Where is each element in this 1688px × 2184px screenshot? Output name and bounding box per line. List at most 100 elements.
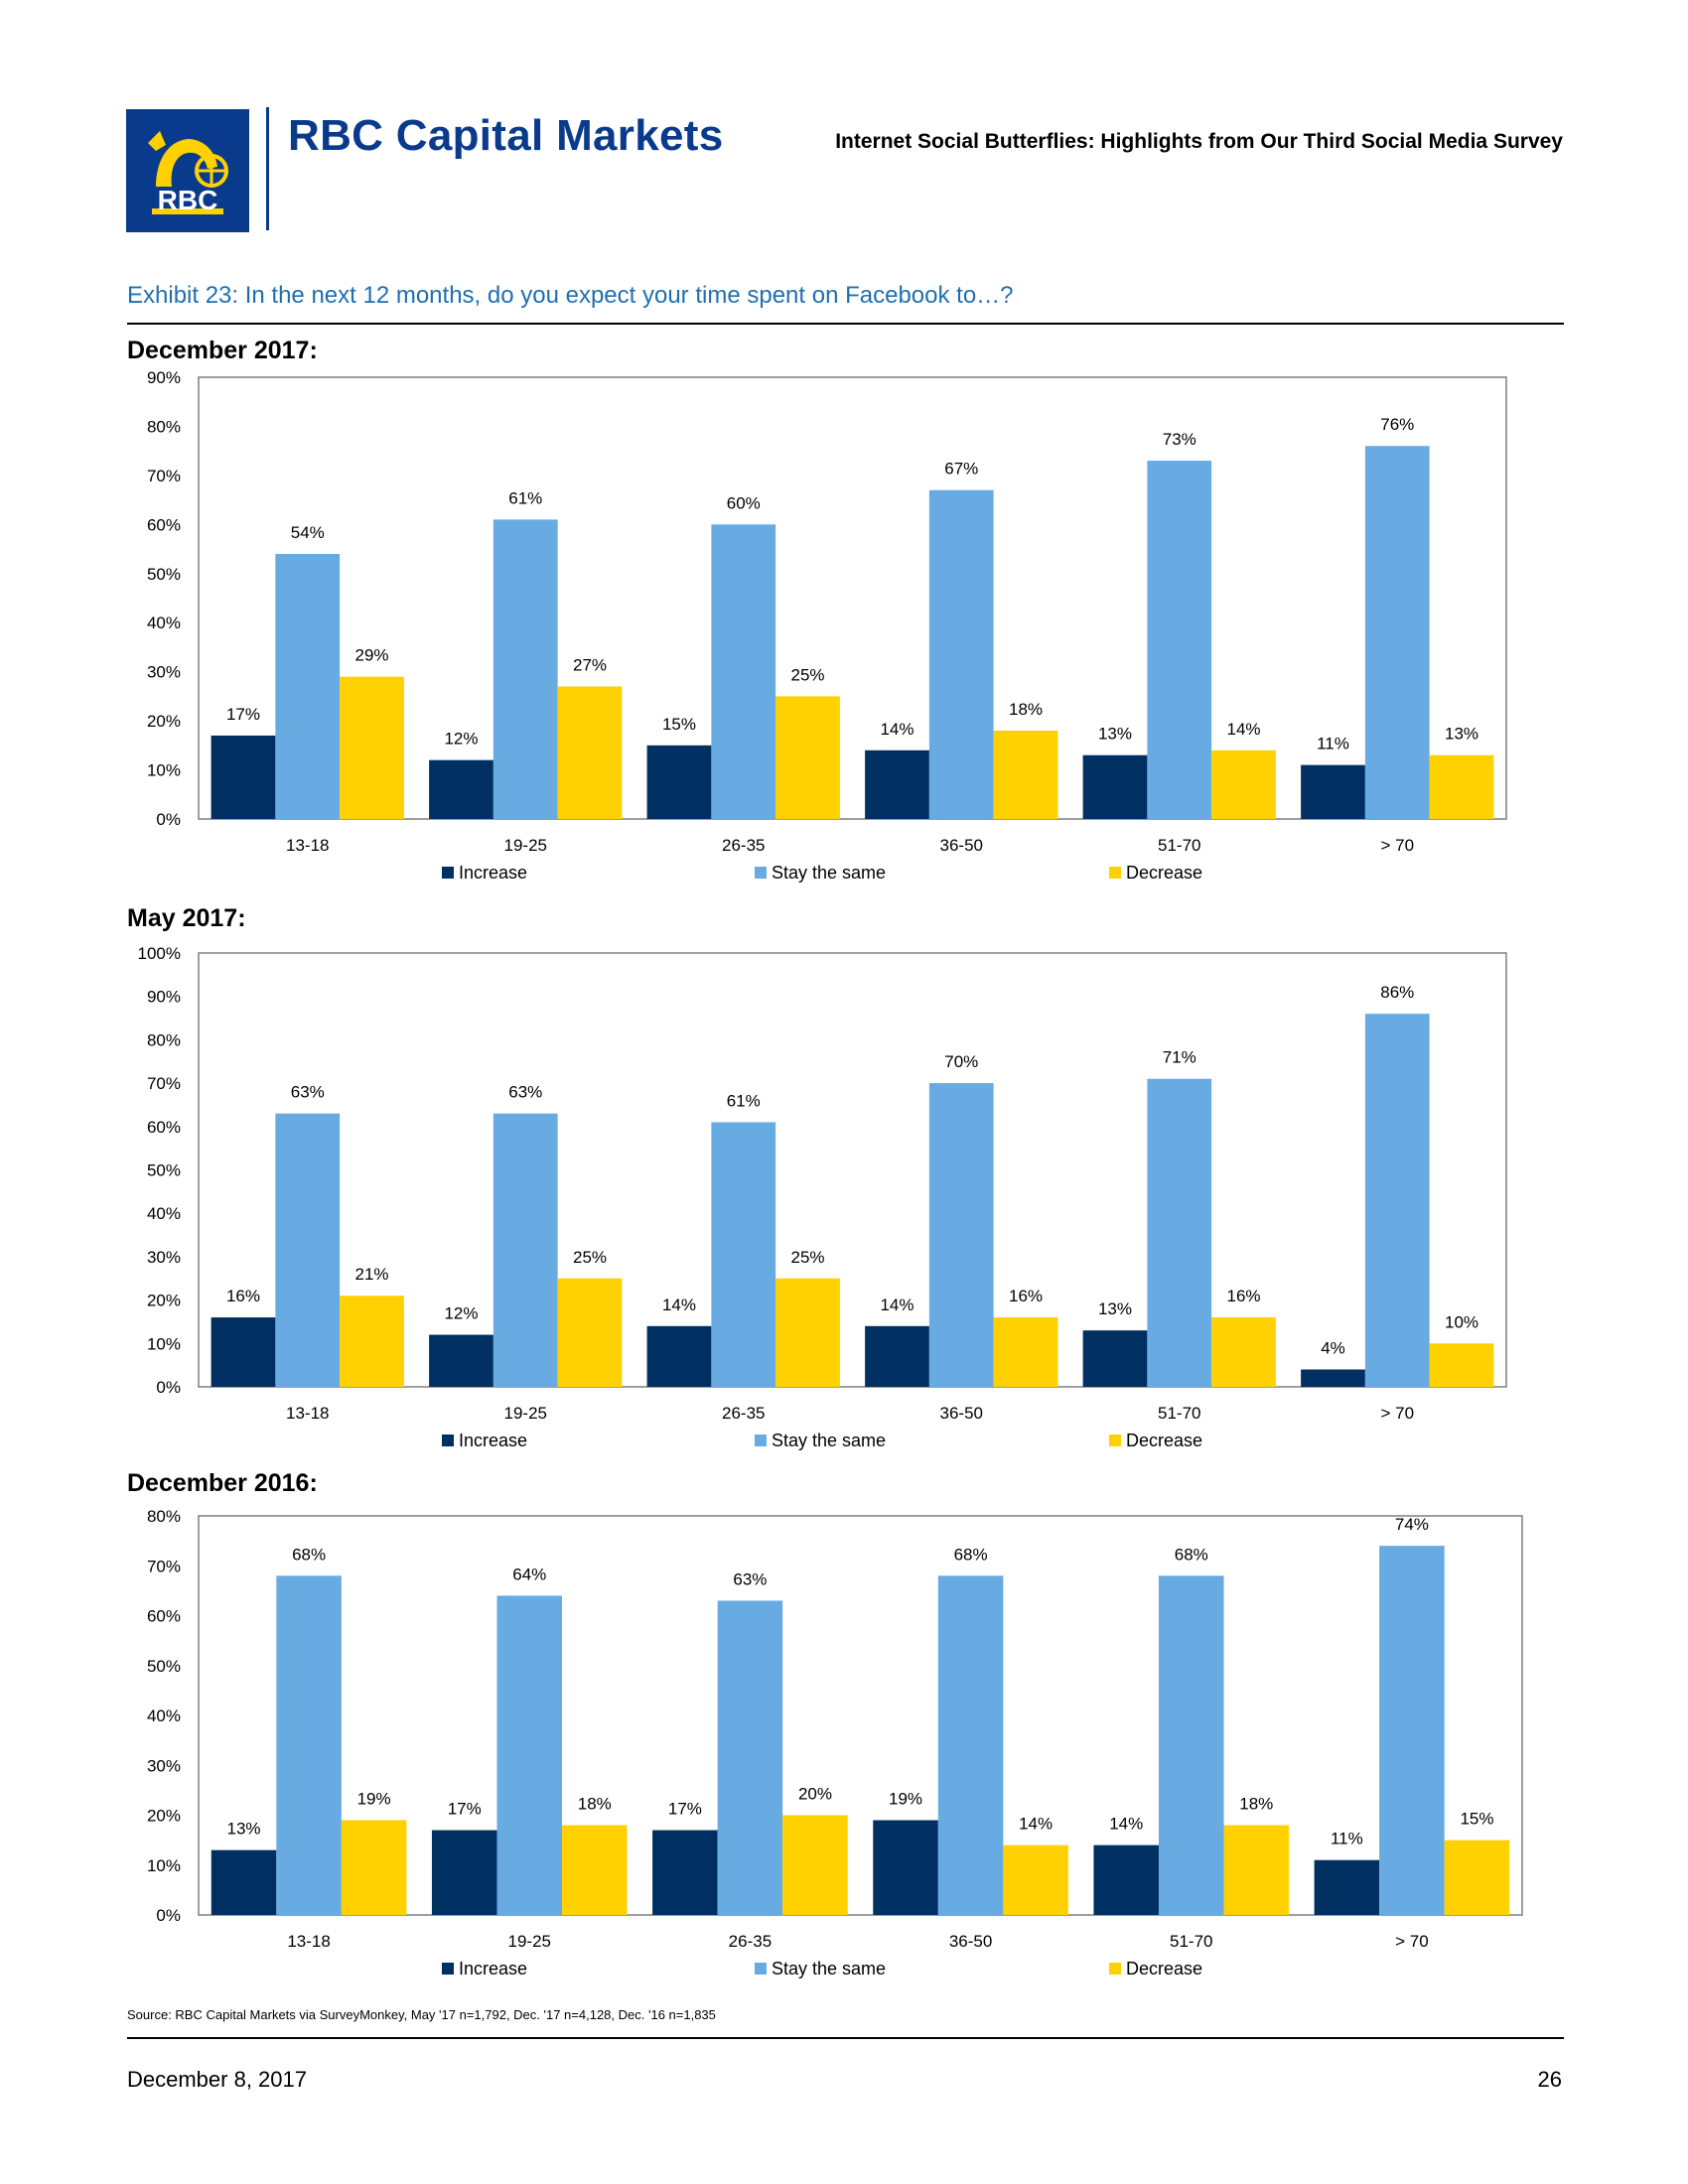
legend-label: Decrease [1126,863,1202,883]
data-label: 4% [1321,1339,1345,1358]
data-label: 70% [944,1052,978,1071]
bar-increase [211,1849,277,1915]
data-label: 20% [798,1785,832,1804]
bar-decrease [340,676,404,819]
data-label: 13% [1098,1299,1132,1318]
bar-stay-the-same [928,489,994,819]
plot-frame [198,1515,1523,1916]
x-tick-label: 36-50 [940,836,983,855]
x-tick-label: > 70 [1380,1404,1414,1423]
bar-stay-the-same [275,1113,341,1387]
data-label: 13% [1445,725,1478,744]
data-label: 63% [291,1083,325,1102]
y-tick-label: 90% [147,368,181,387]
data-label: 68% [1175,1545,1208,1564]
data-label: 71% [1163,1048,1196,1067]
data-label: 68% [292,1545,326,1564]
data-label: 10% [1445,1312,1478,1331]
data-label: 15% [662,715,696,734]
bar-increase [652,1830,718,1915]
data-label: 27% [573,656,607,675]
x-tick-label: 13-18 [286,1404,329,1423]
bar-stay-the-same [1147,461,1212,819]
data-label: 17% [448,1800,482,1819]
chart-december-2017: December 2017: 0% 10% 20% 30% 40% 50% 60% 70% 80… [0,333,1688,898]
data-label: 63% [733,1570,767,1588]
data-label: 16% [1226,1287,1260,1305]
bar-stay-the-same [1147,1078,1212,1387]
logo-text: RBC [158,185,218,215]
bar-increase [1093,1844,1159,1915]
y-tick-label: 50% [147,1161,181,1180]
x-tick-label: 36-50 [940,1404,983,1423]
chart-may-2017: May 2017: 0% 10% 20% 30% 40% 50% 60% 70% 80% 90% 1… [0,898,1688,1464]
bar-decrease [775,1278,840,1387]
bar-increase [431,1830,497,1915]
bar-increase [1314,1859,1380,1915]
y-tick-label: 80% [147,417,181,436]
data-label: 86% [1380,983,1414,1002]
bar-stay-the-same [928,1083,994,1387]
bar-stay-the-same [275,554,341,819]
footer-date: December 8, 2017 [127,2067,307,2092]
y-tick-label: 0% [156,1906,181,1925]
y-tick-label: 40% [147,1706,181,1725]
bar-stay-the-same [1379,1546,1445,1915]
data-label: 13% [227,1820,261,1839]
y-tick-label: 50% [147,565,181,584]
x-tick-label: 51-70 [1158,1404,1200,1423]
bar-stay-the-same [711,524,776,819]
chart-plot: 0% 10% 20% 30% 40% 50% 60% 70% 80% 90% 100% 16% 63% 2… [138,944,1507,1450]
bar-stay-the-same [1364,446,1430,819]
legend-swatch [442,1434,454,1446]
y-tick-label: 90% [147,988,181,1007]
bar-increase [429,759,493,819]
chart-heading: December 2017: [127,337,318,364]
data-label: 63% [508,1083,542,1102]
bar-increase [1082,754,1148,819]
y-tick-label: 30% [147,663,181,682]
data-label: 19% [357,1790,391,1809]
data-label: 19% [889,1790,922,1809]
data-label: 14% [1109,1815,1143,1834]
data-label: 12% [444,1304,478,1323]
exhibit-title: Exhibit 23: In the next 12 months, do yo… [127,282,1014,309]
data-label: 16% [226,1287,260,1305]
data-label: 18% [1239,1795,1273,1814]
bar-stay-the-same [1364,1014,1430,1387]
bar-decrease [775,696,840,819]
data-label: 11% [1317,735,1349,753]
bar-stay-the-same [496,1595,563,1915]
y-tick-label: 0% [156,810,181,829]
x-tick-label: 36-50 [949,1932,992,1951]
bar-stay-the-same [1158,1575,1224,1915]
data-label: 61% [508,488,542,507]
chart-december-2016: December 2016: 0% 10% 20% 30% 40% 50% 60% 70% 80… [0,1464,1688,2000]
bar-decrease [1211,1317,1276,1387]
bar-increase [1082,1330,1148,1387]
data-label: 14% [880,720,914,739]
y-tick-label: 80% [147,1507,181,1526]
data-label: 54% [291,523,325,542]
y-tick-label: 0% [156,1378,181,1397]
bar-increase [429,1334,493,1387]
bar-decrease [993,731,1058,819]
report-title: Internet Social Butterflies: Highlights … [835,130,1563,153]
chart-plot: 0% 10% 20% 30% 40% 50% 60% 70% 80% 90% 17% 54% 29% 13… [147,368,1507,883]
y-tick-label: 30% [147,1756,181,1775]
y-tick-label: 20% [147,1292,181,1310]
chart-plot: 0% 10% 20% 30% 40% 50% 60% 70% 80% 13% 68% 19% 13-18… [147,1507,1523,1979]
x-tick-label: 51-70 [1170,1932,1212,1951]
bar-increase [646,1325,712,1387]
y-tick-label: 50% [147,1657,181,1676]
data-label: 14% [1019,1815,1053,1834]
data-label: 61% [727,1091,761,1110]
data-label: 76% [1380,415,1414,434]
y-tick-label: 40% [147,1204,181,1223]
data-label: 73% [1163,430,1196,449]
y-tick-label: 20% [147,1807,181,1826]
bar-decrease [993,1317,1058,1387]
data-label: 15% [1460,1810,1493,1829]
bar-stay-the-same [937,1575,1004,1915]
plot-frame [198,952,1507,1388]
